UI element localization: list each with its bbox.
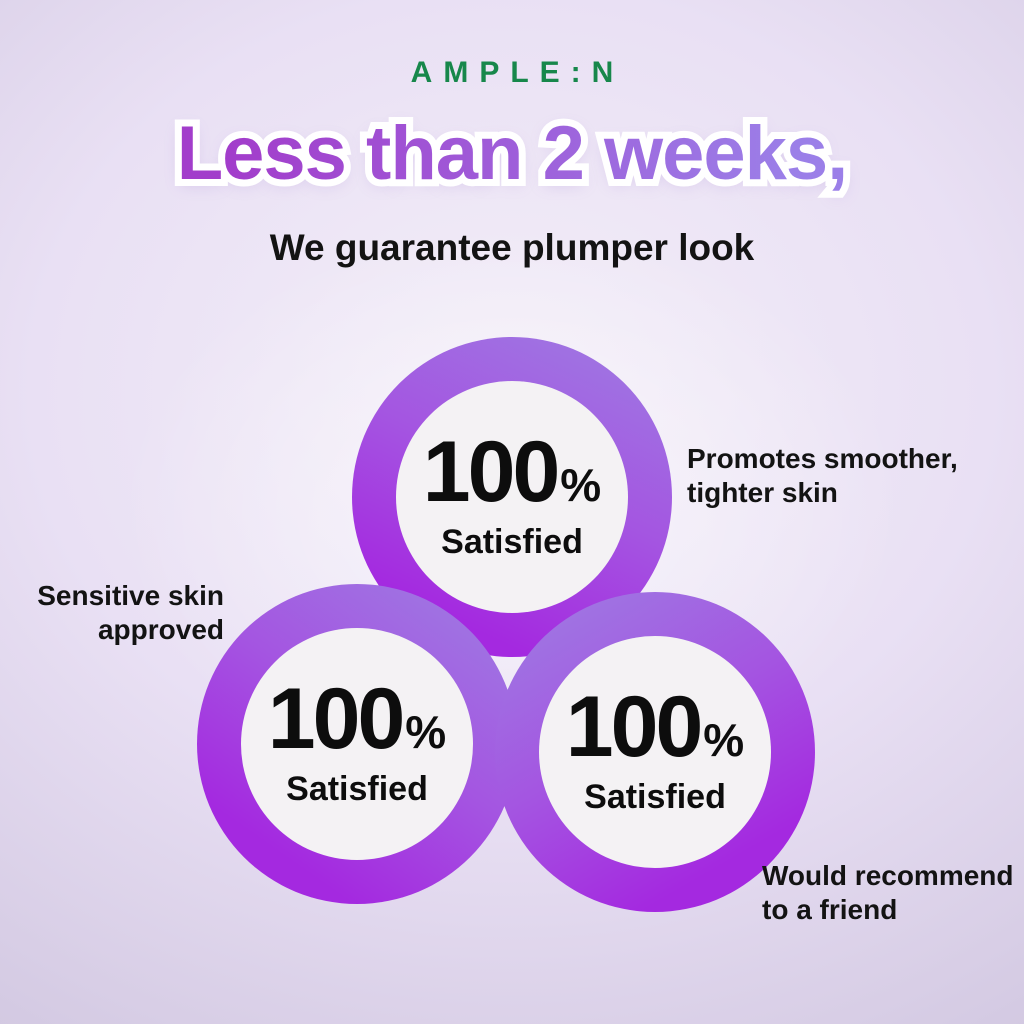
callout-line: Would recommend xyxy=(762,860,1014,891)
stat-circle-bottom-left: 100 % Satisfied xyxy=(197,584,517,904)
stat-number: 100 xyxy=(422,423,560,520)
percent-sign: % xyxy=(405,705,447,758)
percent-sign: % xyxy=(560,458,602,511)
stat-circle-bottom-left-inner: 100 % Satisfied xyxy=(241,628,473,860)
callout-would-recommend: Would recommend to a friend xyxy=(762,859,1014,926)
stat-label: Satisfied xyxy=(441,523,583,562)
callout-line: tighter skin xyxy=(687,476,838,508)
stat-circle-bottom-right: 100 % Satisfied xyxy=(495,592,815,912)
stat-circle-bottom-right-inner: 100 % Satisfied xyxy=(539,636,771,868)
callout-line: to a friend xyxy=(762,893,898,925)
callout-line: Promotes smoother, xyxy=(687,443,958,474)
subheadline: We guarantee plumper look xyxy=(269,227,755,268)
stat-number: 100 xyxy=(267,670,405,767)
headline-text: Less than 2 weeks, xyxy=(176,111,849,196)
callout-sensitive-skin: Sensitive skin approved xyxy=(24,579,224,646)
stat-circle-top: 100 % Satisfied xyxy=(352,337,672,657)
headline: Less than 2 weeks, Less than 2 weeks, xyxy=(0,107,1024,201)
percent-sign: % xyxy=(703,713,745,766)
stat-value: 100 % xyxy=(267,670,447,767)
stat-label: Satisfied xyxy=(584,778,726,817)
stat-number: 100 xyxy=(565,678,703,775)
stat-circle-top-inner: 100 % Satisfied xyxy=(396,381,628,613)
callout-line: approved xyxy=(97,613,224,645)
stat-label: Satisfied xyxy=(286,770,428,809)
brand-logo: AMPLE:N xyxy=(410,56,625,89)
stat-value: 100 % xyxy=(422,423,602,520)
stat-value: 100 % xyxy=(565,678,745,775)
callout-promotes-smoother: Promotes smoother, tighter skin xyxy=(687,442,958,509)
headline-outline: Less than 2 weeks, xyxy=(0,107,1024,201)
callout-line: Sensitive skin xyxy=(37,580,224,611)
